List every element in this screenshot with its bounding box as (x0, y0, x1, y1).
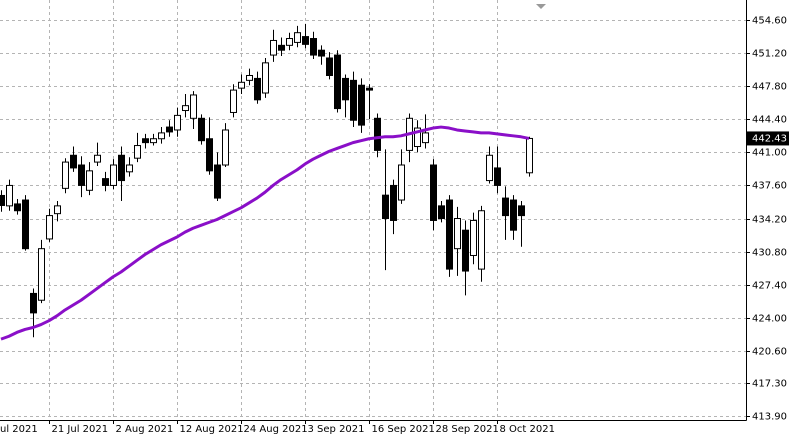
candle-body (246, 74, 253, 81)
candle-body (318, 49, 325, 57)
y-tick-label: 447.80 (752, 82, 787, 93)
candle-body (294, 32, 301, 43)
y-tick-label: 417.30 (752, 379, 787, 390)
candle-body (54, 205, 61, 215)
y-tick-label: 430.80 (752, 248, 787, 259)
moving-average-line (0, 125, 530, 341)
candle-body (30, 292, 37, 314)
candle-body (494, 167, 501, 186)
candle-body (430, 164, 437, 221)
shift-marker (536, 4, 546, 9)
candle-body (14, 203, 21, 212)
y-tick-label: 437.60 (752, 181, 787, 192)
candle-body (422, 132, 429, 144)
candle-body (118, 154, 125, 182)
candle-body (254, 77, 261, 101)
y-tick-label: 420.60 (752, 347, 787, 358)
candle-body (222, 129, 229, 166)
candle-body (470, 219, 477, 256)
candle-body (374, 117, 381, 151)
candle-body (22, 199, 29, 250)
candle-body (286, 38, 293, 46)
candle-body (166, 126, 173, 133)
y-tick-label: 454.60 (752, 16, 787, 27)
y-tick-label: 427.40 (752, 281, 787, 292)
candle-body (46, 215, 53, 240)
candle-body (94, 154, 101, 163)
candle-body (126, 164, 133, 173)
candle-body (366, 87, 373, 91)
candle-body (350, 79, 357, 121)
candle-body (174, 114, 181, 131)
y-tick-label: 441.00 (752, 148, 787, 159)
axes: 454.60 451.20 447.80 444.40 441.00 437.60 434.… (0, 16, 789, 435)
last-price-label: 442.43 (752, 133, 787, 144)
x-tick-label: 28 Sep 2021 (436, 424, 499, 435)
candle-body (446, 199, 453, 270)
candle-body (206, 138, 213, 172)
candle-body (78, 164, 85, 186)
y-tick-label: 434.20 (752, 215, 787, 226)
candle-body (342, 77, 349, 101)
candle-body (230, 89, 237, 113)
candle-body (518, 205, 525, 217)
candle-body (326, 57, 333, 76)
candle-body (150, 138, 157, 144)
x-tick-label: 3 Sep 2021 (308, 424, 365, 435)
x-tick-label: 8 Oct 2021 (500, 424, 555, 435)
x-tick-label: 24 Aug 2021 (244, 424, 308, 435)
candle-body (182, 105, 189, 112)
candle-body (262, 62, 269, 94)
candle-body (390, 184, 397, 221)
candle-body (198, 117, 205, 142)
candle-body (238, 81, 245, 89)
candle-body (270, 39, 277, 56)
x-tick-label: ul 2021 (0, 424, 38, 435)
last-price-box (747, 131, 789, 146)
candle-body (526, 137, 533, 174)
candle-body (86, 170, 93, 191)
y-tick-label: 451.20 (752, 49, 787, 60)
candle-body (110, 164, 117, 186)
candle-body (158, 132, 165, 140)
candle-body (70, 154, 77, 169)
candle-body (0, 194, 5, 206)
candle-body (302, 36, 309, 45)
candle-body (142, 138, 149, 144)
candle-body (62, 161, 69, 189)
x-tick-label: 12 Aug 2021 (180, 424, 244, 435)
candle-body (478, 210, 485, 270)
candle-body (102, 178, 109, 186)
y-tick-label: 424.00 (752, 314, 787, 325)
candle-body (382, 194, 389, 220)
candle-body (454, 218, 461, 250)
candle-body (462, 229, 469, 272)
y-tick-label: 413.90 (752, 412, 787, 423)
candle-body (6, 184, 13, 207)
candle-body (414, 127, 421, 148)
candle-body (358, 84, 365, 126)
candle-body (214, 164, 221, 199)
candle-body (310, 38, 317, 56)
candle-body (438, 205, 445, 220)
x-tick-label: 21 Jul 2021 (52, 424, 109, 435)
candle-body (502, 197, 509, 217)
y-tick-label: 444.40 (752, 115, 787, 126)
x-tick-label: 2 Aug 2021 (116, 424, 174, 435)
candle-body (334, 54, 341, 110)
candle-body (486, 154, 493, 182)
candle-body (190, 94, 197, 119)
candle-body (278, 44, 285, 51)
candle-body (510, 199, 517, 231)
plot (0, 23, 533, 341)
candle-body (398, 164, 405, 201)
x-tick-label: 16 Sep 2021 (372, 424, 435, 435)
candle-body (134, 145, 141, 159)
candle-body (38, 248, 45, 301)
